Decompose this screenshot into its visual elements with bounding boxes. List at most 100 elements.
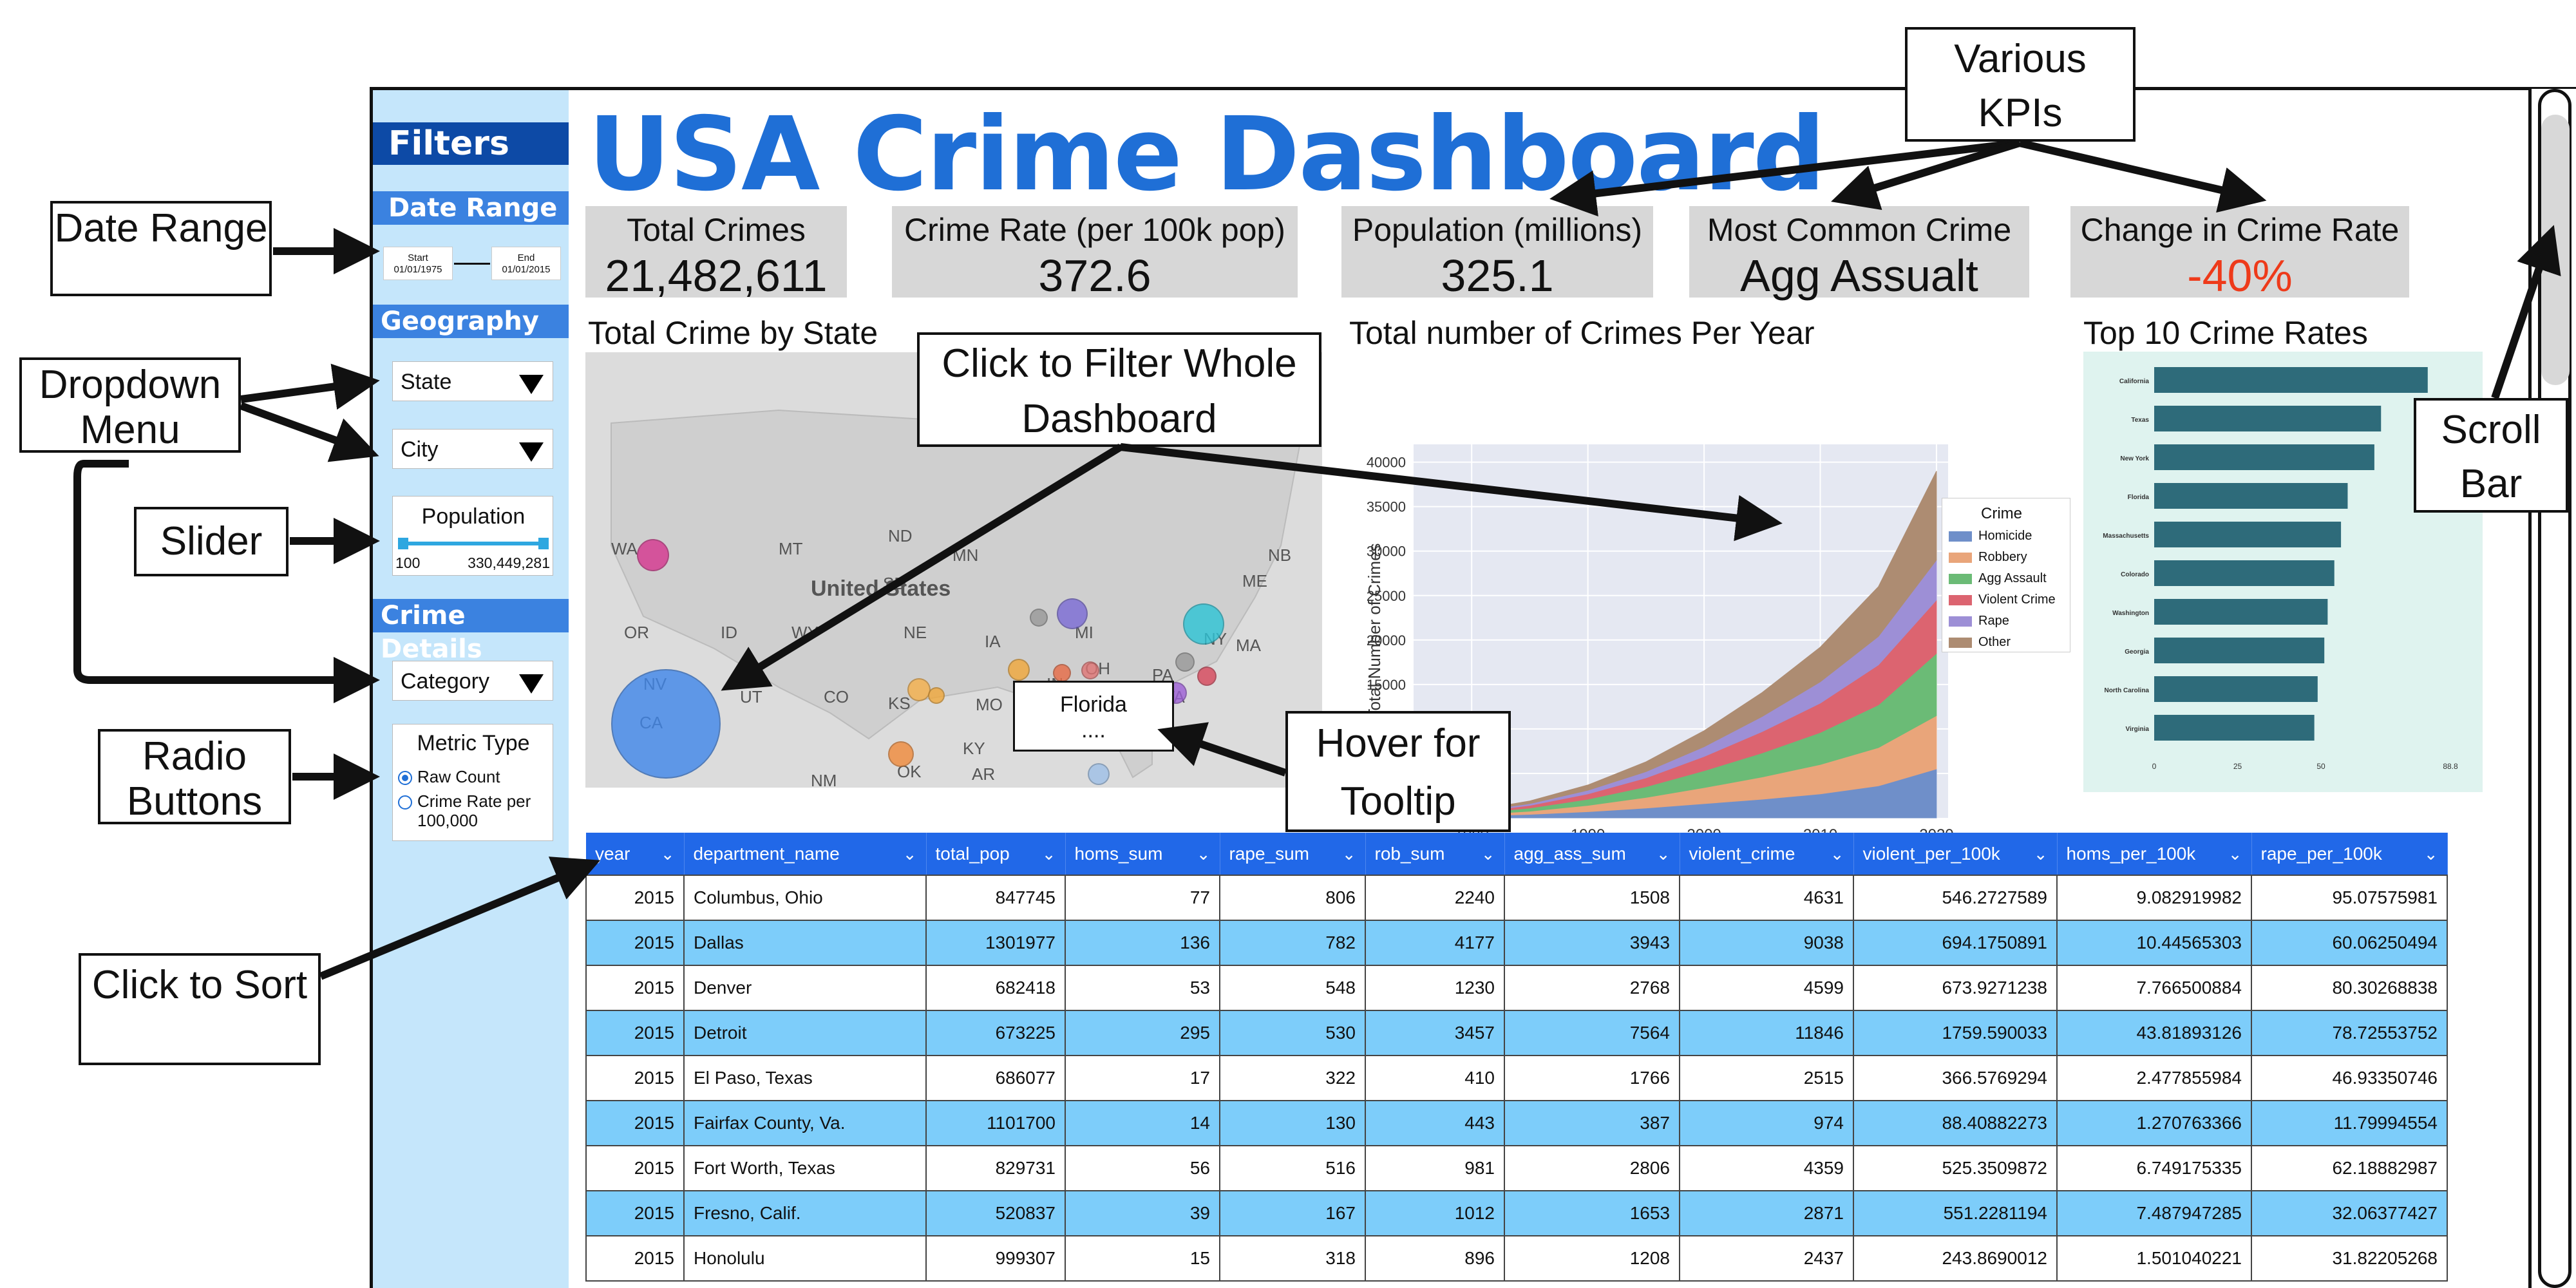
table-cell-department_name: Detroit	[683, 1010, 927, 1056]
bar-new-york[interactable]	[2154, 444, 2374, 470]
bar-virginia[interactable]	[2154, 715, 2315, 741]
area-series-other[interactable]	[1413, 471, 1937, 816]
bubble-california[interactable]	[611, 669, 721, 779]
kpi-population: Population (millions) 325.1	[1341, 206, 1653, 301]
column-header-rape_per_100k[interactable]: rape_per_100k ⌄	[2251, 833, 2448, 875]
annotation-radio-buttons: Radio Buttons	[98, 729, 291, 824]
chevron-down-icon[interactable]: ⌄	[1196, 844, 1211, 864]
bar-north-carolina[interactable]	[2154, 676, 2318, 702]
table-row[interactable]: 2015 Fairfax County, Va. 1101700 14 130 443 38…	[585, 1100, 2448, 1146]
scrollbar-track[interactable]	[2538, 89, 2571, 1288]
annotation-dropdown-menu: Dropdown Menu	[19, 357, 241, 453]
scrollbar-thumb[interactable]	[2541, 115, 2570, 385]
legend-item[interactable]: Violent Crime	[1942, 589, 2070, 611]
population-slider-min-handle[interactable]	[398, 538, 408, 549]
bar-texas[interactable]	[2154, 406, 2382, 431]
table-row[interactable]: 2015 Detroit 673225 295 530 3457 7564 11846 1759…	[585, 1010, 2448, 1056]
legend-item[interactable]: Homicide	[1942, 526, 2070, 547]
column-header-homs_sum[interactable]: homs_sum ⌄	[1065, 833, 1220, 875]
bubble-kansas[interactable]	[928, 687, 945, 704]
bar-georgia[interactable]	[2154, 638, 2325, 663]
bubble-michigan[interactable]	[1057, 598, 1088, 629]
chevron-down-icon[interactable]: ⌄	[2423, 844, 2438, 864]
legend-item[interactable]: Robbery	[1942, 547, 2070, 568]
legend-item[interactable]: Other	[1942, 632, 2070, 653]
map-state-label: IA	[985, 632, 1001, 651]
chevron-down-icon[interactable]: ⌄	[1041, 844, 1056, 864]
date-start-input[interactable]: Start 01/01/1975	[383, 247, 453, 280]
table-cell-agg_ass_sum: 3943	[1504, 920, 1680, 966]
city-dropdown[interactable]: City	[392, 429, 553, 469]
table-row[interactable]: 2015 Denver 682418 53 548 1230 2768 4599 673.927…	[585, 965, 2448, 1011]
population-slider-track[interactable]	[401, 542, 546, 545]
chevron-down-icon[interactable]: ⌄	[902, 844, 917, 864]
bubble-texas[interactable]	[888, 741, 914, 767]
bubble-maryland[interactable]	[1197, 667, 1217, 686]
column-header-rob_sum[interactable]: rob_sum ⌄	[1365, 833, 1505, 875]
map-title: Total Crime by State	[588, 315, 878, 351]
bubble-ohio[interactable]	[1081, 661, 1099, 679]
population-slider-max-handle[interactable]	[538, 538, 549, 549]
chevron-down-icon[interactable]: ⌄	[1656, 844, 1671, 864]
column-header-agg_ass_sum[interactable]: agg_ass_sum ⌄	[1504, 833, 1680, 875]
column-header-homs_per_100k[interactable]: homs_per_100k ⌄	[2057, 833, 2252, 875]
state-dropdown[interactable]: State	[392, 361, 553, 401]
column-header-label: agg_ass_sum	[1513, 843, 1626, 864]
bubble-pennsylvania[interactable]	[1175, 652, 1195, 672]
radio-crime-rate[interactable]: Crime Rate per 100,000	[398, 791, 553, 830]
chevron-down-icon[interactable]: ⌄	[2033, 844, 2048, 864]
chevron-down-icon[interactable]: ⌄	[1481, 844, 1495, 864]
column-header-violent_crime[interactable]: violent_crime ⌄	[1680, 833, 1854, 875]
column-header-year[interactable]: year ⌄	[586, 833, 685, 875]
column-header-label: rape_sum	[1229, 843, 1310, 864]
table-row[interactable]: 2015 Fresno, Calif. 520837 39 167 1012 1653 287…	[585, 1190, 2448, 1236]
date-start-label: Start	[408, 252, 428, 263]
chevron-down-icon[interactable]: ⌄	[2228, 844, 2242, 864]
metric-type-title: Metric Type	[417, 731, 530, 755]
bubble-florida[interactable]	[1088, 763, 1110, 785]
scrollbar[interactable]	[2528, 89, 2576, 1288]
tooltip-title: Florida	[1060, 692, 1127, 717]
legend-item[interactable]: Rape	[1942, 611, 2070, 632]
bubble-new-york[interactable]	[1183, 603, 1224, 645]
date-end-label: End	[517, 252, 535, 263]
bar-washington[interactable]	[2154, 599, 2328, 625]
bar-massachusetts[interactable]	[2154, 522, 2342, 547]
table-cell-rape_sum: 516	[1219, 1145, 1366, 1191]
legend-item[interactable]: Agg Assault	[1942, 568, 2070, 589]
metric-type-group: Metric Type Raw Count Crime Rate per 100…	[392, 724, 553, 841]
chevron-down-icon[interactable]: ⌄	[1341, 844, 1356, 864]
radio-raw-count[interactable]: Raw Count	[398, 767, 500, 786]
table-cell-homs_sum: 295	[1065, 1010, 1220, 1056]
bubble-colorado[interactable]	[907, 678, 931, 701]
table-row[interactable]: 2015 Dallas 1301977 136 782 4177 3943 9038 694.1…	[585, 920, 2448, 966]
bubble-illinois[interactable]	[1030, 609, 1048, 627]
radio-selected-icon[interactable]	[398, 771, 412, 785]
chevron-down-icon[interactable]: ⌄	[1830, 844, 1844, 864]
column-header-label: rape_per_100k	[2260, 843, 2382, 864]
bubble-indiana[interactable]	[1053, 664, 1071, 682]
table-cell-rape_per_100k: 62.18882987	[2251, 1145, 2448, 1191]
table-row[interactable]: 2015 El Paso, Texas 686077 17 322 410 1766 2515…	[585, 1055, 2448, 1101]
bar-category-label: Massachusetts	[2103, 533, 2149, 540]
bar-colorado[interactable]	[2154, 560, 2334, 586]
table-row[interactable]: 2015 Fort Worth, Texas 829731 56 516 981 2806 4…	[585, 1145, 2448, 1191]
bar-california[interactable]	[2154, 367, 2428, 393]
legend-swatch	[1949, 616, 1972, 627]
column-header-department_name[interactable]: department_name ⌄	[684, 833, 927, 875]
radio-unselected-icon[interactable]	[398, 795, 412, 810]
category-dropdown[interactable]: Category	[392, 661, 553, 701]
table-row[interactable]: 2015 Columbus, Ohio 847745 77 806 2240 1508 463…	[585, 875, 2448, 921]
column-header-rape_sum[interactable]: rape_sum ⌄	[1220, 833, 1366, 875]
bar-florida[interactable]	[2154, 483, 2348, 509]
column-header-violent_per_100k[interactable]: violent_per_100k ⌄	[1853, 833, 2058, 875]
date-end-input[interactable]: End 01/01/2015	[491, 247, 561, 280]
column-header-total_pop[interactable]: total_pop ⌄	[926, 833, 1066, 875]
bubble-missouri[interactable]	[1008, 659, 1030, 681]
table-cell-rob_sum: 3457	[1365, 1010, 1505, 1056]
bubble-washington[interactable]	[637, 539, 669, 571]
table-row[interactable]: 2015 Honolulu 999307 15 318 896 1208 2437 243.86…	[585, 1235, 2448, 1282]
chevron-down-icon[interactable]: ⌄	[660, 844, 675, 864]
table-cell-rob_sum: 4177	[1365, 920, 1505, 966]
table-cell-rape_per_100k: 31.82205268	[2251, 1235, 2448, 1282]
